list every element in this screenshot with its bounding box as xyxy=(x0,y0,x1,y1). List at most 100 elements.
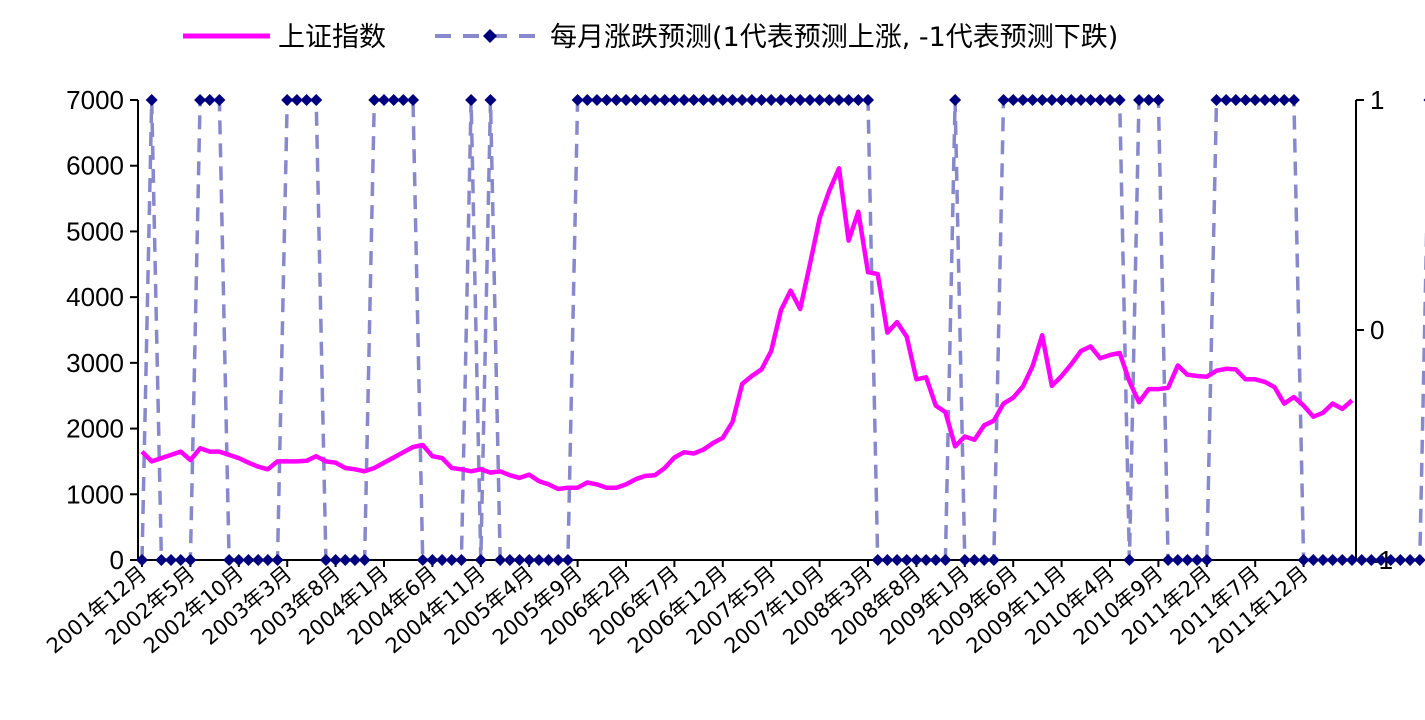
forecast-point xyxy=(165,554,178,566)
right-y-ticks: -101 xyxy=(1356,85,1393,575)
forecast-point xyxy=(1220,94,1233,106)
series-sse xyxy=(140,166,1354,492)
forecast-point xyxy=(532,554,545,566)
forecast-point xyxy=(842,94,855,106)
forecast-point xyxy=(155,554,168,566)
forecast-point xyxy=(136,554,148,566)
forecast-point xyxy=(503,554,516,566)
forecast-point xyxy=(329,554,342,566)
legend-label-forecast: 每月涨跌预测(1代表预测上涨, -1代表预测下跌) xyxy=(550,22,1118,53)
left-tick-label: 7000 xyxy=(66,85,124,115)
forecast-point xyxy=(1074,94,1087,106)
left-tick-label: 3000 xyxy=(66,348,124,378)
forecast-point xyxy=(716,94,729,106)
forecast-point xyxy=(987,554,1000,566)
forecast-point xyxy=(174,554,187,566)
forecast-point xyxy=(232,554,245,566)
forecast-point xyxy=(436,554,449,566)
forecast-line xyxy=(140,98,1425,562)
forecast-point xyxy=(571,94,584,106)
forecast-point xyxy=(252,554,265,566)
forecast-point xyxy=(726,94,739,106)
forecast-point xyxy=(1181,554,1194,566)
right-tick-label: 1 xyxy=(1370,85,1384,115)
forecast-point xyxy=(484,94,497,106)
forecast-point xyxy=(1346,554,1358,566)
forecast-point xyxy=(1171,554,1184,566)
forecast-point xyxy=(707,94,720,106)
forecast-point xyxy=(1113,94,1126,106)
forecast-point xyxy=(1326,554,1339,566)
forecast-point xyxy=(1316,554,1329,566)
forecast-point xyxy=(1065,94,1078,106)
forecast-point xyxy=(620,94,632,106)
forecast-point xyxy=(300,94,313,106)
forecast-point xyxy=(1084,94,1097,106)
forecast-point xyxy=(658,94,671,106)
forecast-point xyxy=(1229,94,1242,106)
forecast-point xyxy=(1094,94,1107,106)
forecast-point xyxy=(1384,554,1397,566)
forecast-point xyxy=(862,94,874,106)
left-tick-label: 5000 xyxy=(66,216,124,246)
forecast-point xyxy=(455,554,468,566)
forecast-point xyxy=(736,94,749,106)
forecast-point xyxy=(774,94,787,106)
right-tick-label: 0 xyxy=(1370,315,1384,345)
forecast-point xyxy=(1258,94,1271,106)
forecast-point xyxy=(610,94,623,106)
forecast-point xyxy=(552,554,565,566)
forecast-point xyxy=(271,554,284,566)
forecast-point xyxy=(1133,94,1146,106)
forecast-point xyxy=(1278,94,1291,106)
forecast-point xyxy=(745,94,758,106)
forecast-point xyxy=(494,554,507,566)
forecast-point xyxy=(513,554,526,566)
forecast-point xyxy=(832,94,845,106)
legend-label-sse: 上证指数 xyxy=(278,22,386,53)
legend: 上证指数 每月涨跌预测(1代表预测上涨, -1代表预测下跌) xyxy=(183,22,1118,53)
forecast-point xyxy=(1365,554,1378,566)
forecast-point xyxy=(213,94,226,106)
forecast-point xyxy=(416,554,429,566)
forecast-point xyxy=(823,94,836,106)
forecast-point xyxy=(755,94,768,106)
forecast-point xyxy=(348,554,361,566)
sse-index-line xyxy=(140,166,1354,492)
forecast-point xyxy=(1336,554,1349,566)
forecast-point xyxy=(600,94,613,106)
forecast-point xyxy=(784,94,797,106)
forecast-point xyxy=(261,554,274,566)
forecast-point xyxy=(668,94,681,106)
forecast-point xyxy=(629,94,642,106)
forecast-point xyxy=(203,94,216,106)
forecast-point xyxy=(339,554,352,566)
forecast-point xyxy=(1210,94,1223,106)
forecast-point xyxy=(794,94,807,106)
forecast-point xyxy=(1191,554,1204,566)
forecast-point xyxy=(871,554,884,566)
forecast-point xyxy=(1045,94,1058,106)
forecast-point xyxy=(378,94,390,106)
forecast-point xyxy=(523,554,536,566)
forecast-point xyxy=(678,94,691,106)
forecast-point xyxy=(1104,94,1116,106)
forecast-point xyxy=(765,94,778,106)
forecast-point xyxy=(358,554,371,566)
forecast-point xyxy=(590,94,603,106)
forecast-point xyxy=(891,554,904,566)
forecast-point xyxy=(1239,94,1252,106)
legend-marker-forecast xyxy=(483,29,497,43)
forecast-point xyxy=(1026,94,1039,106)
forecast-point xyxy=(465,94,478,106)
forecast-point xyxy=(290,94,303,106)
forecast-point xyxy=(581,94,594,106)
forecast-point xyxy=(474,554,487,566)
forecast-point xyxy=(223,554,236,566)
forecast-point xyxy=(958,554,971,566)
forecast-point xyxy=(852,94,865,106)
forecast-point xyxy=(639,94,652,106)
forecast-point xyxy=(813,94,826,106)
forecast-point xyxy=(1200,554,1213,566)
